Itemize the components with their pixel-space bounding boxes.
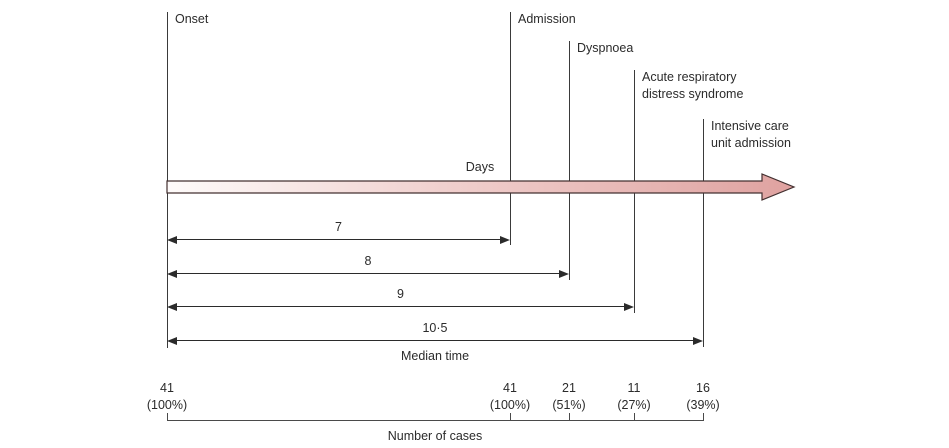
median-value-10-5: 10·5 bbox=[422, 321, 448, 335]
event-label-icu: Intensive care unit admission bbox=[711, 119, 791, 150]
median-time-caption: Median time bbox=[400, 349, 470, 363]
arrowhead-right-icon bbox=[693, 336, 703, 345]
cases-ards: 11 bbox=[627, 381, 641, 395]
median-arrow-admission bbox=[167, 235, 510, 244]
median-arrow-ards bbox=[167, 302, 634, 311]
cases-icu: 16 bbox=[696, 381, 710, 395]
bracket-tick-admission bbox=[510, 413, 511, 420]
arrowhead-left-icon bbox=[167, 269, 177, 278]
median-value-8: 8 bbox=[364, 254, 372, 268]
arrowhead-right-icon bbox=[624, 302, 634, 311]
median-value-9: 9 bbox=[397, 287, 404, 301]
median-arrow-dyspnoea bbox=[167, 269, 569, 278]
pct-ards: (27%) bbox=[617, 398, 651, 412]
median-arrow-icu bbox=[167, 336, 703, 345]
timeline-arrow-icon bbox=[166, 173, 796, 201]
pct-admission: (100%) bbox=[489, 398, 531, 412]
cases-admission: 41 bbox=[503, 381, 517, 395]
median-value-7: 7 bbox=[335, 220, 342, 234]
bracket-tick-onset bbox=[167, 413, 168, 420]
cases-dyspnoea: 21 bbox=[562, 381, 576, 395]
bracket-tick-ards bbox=[634, 413, 635, 420]
bracket-tick-dyspnoea bbox=[569, 413, 570, 420]
event-label-dyspnoea: Dyspnoea bbox=[577, 41, 634, 55]
cases-bracket bbox=[167, 420, 704, 421]
bracket-tick-icu bbox=[703, 413, 704, 420]
event-line-dyspnoea bbox=[569, 41, 570, 280]
median-arrow-line bbox=[174, 273, 562, 275]
median-arrow-line bbox=[174, 340, 696, 342]
arrowhead-left-icon bbox=[167, 302, 177, 311]
cases-onset: 41 bbox=[160, 381, 174, 395]
median-arrow-line bbox=[174, 239, 503, 241]
event-line-admission bbox=[510, 12, 511, 245]
pct-icu: (39%) bbox=[686, 398, 720, 412]
arrowhead-right-icon bbox=[559, 269, 569, 278]
pct-dyspnoea: (51%) bbox=[552, 398, 586, 412]
event-label-admission: Admission bbox=[518, 12, 576, 26]
event-line-onset bbox=[167, 12, 168, 348]
event-label-ards: Acute respiratory distress syndrome bbox=[642, 70, 744, 101]
event-label-onset: Onset bbox=[175, 12, 209, 26]
median-arrow-line bbox=[174, 306, 627, 308]
arrowhead-left-icon bbox=[167, 336, 177, 345]
pct-onset: (100%) bbox=[146, 398, 188, 412]
event-line-icu bbox=[703, 119, 704, 347]
number-of-cases-caption: Number of cases bbox=[387, 429, 483, 443]
axis-label-days: Days bbox=[465, 160, 495, 174]
arrowhead-right-icon bbox=[500, 235, 510, 244]
arrowhead-left-icon bbox=[167, 235, 177, 244]
